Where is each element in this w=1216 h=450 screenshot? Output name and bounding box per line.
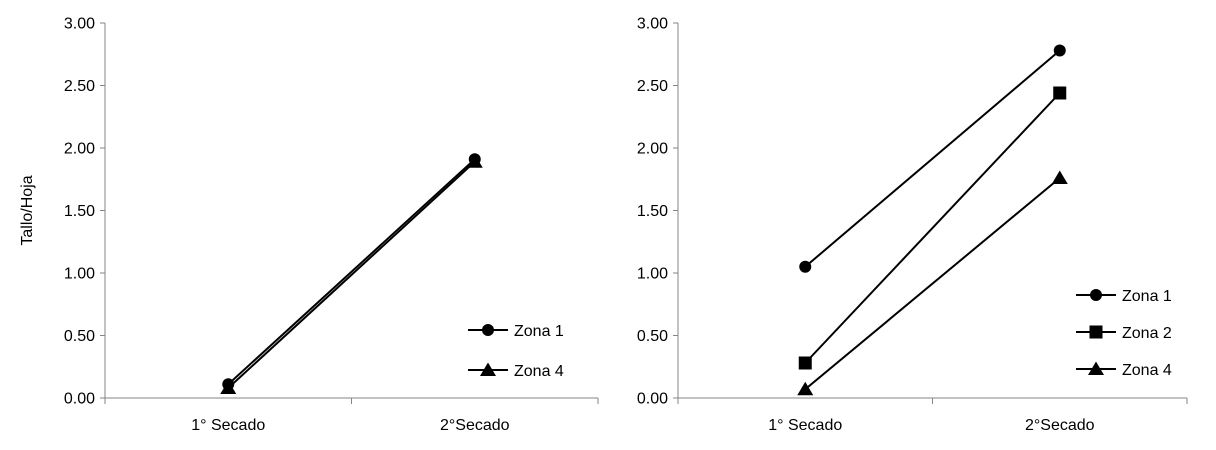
- data-point-triangle: [220, 380, 237, 394]
- series-line: [804, 92, 1061, 364]
- data-point-triangle: [466, 154, 483, 168]
- legend-entry: Zona 2: [1076, 325, 1172, 342]
- series-line: [804, 177, 1061, 391]
- y-tick-label: 2.00: [64, 141, 95, 158]
- legend-label: Zona 1: [1122, 288, 1172, 305]
- series-zona-2: [798, 86, 1067, 370]
- left-chart-panel: 0.00 0.50 1.00 1.50 2.00 2.50 3.00 1° Secado 2°S…: [19, 16, 599, 434]
- legend-label: Zona 1: [514, 323, 564, 340]
- right-chart-panel: 0.00 0.50 1.00 1.50 2.00 2.50 3.00 1° Secado 2°S…: [637, 16, 1188, 434]
- y-tick-label: 0.00: [637, 391, 668, 408]
- series-line: [804, 49, 1061, 268]
- y-tick-label: 3.00: [64, 16, 95, 33]
- legend-marker-triangle: [1088, 361, 1104, 375]
- data-point-circle: [1053, 44, 1066, 57]
- legend-marker-square: [1089, 325, 1103, 339]
- data-point-circle: [799, 260, 812, 273]
- series-line: [227, 161, 476, 389]
- legend-label: Zona 4: [1122, 362, 1172, 379]
- x-tick-label: 2°Secado: [440, 417, 510, 434]
- y-tick-label: 2.50: [64, 78, 95, 95]
- legend-marker-triangle: [480, 362, 496, 376]
- y-tick-label: 3.00: [637, 16, 668, 33]
- y-tick-label: 2.50: [637, 78, 668, 95]
- legend-entry: Zona 1: [468, 323, 564, 340]
- legend-label: Zona 2: [1122, 325, 1172, 342]
- y-tick-label: 0.50: [64, 328, 95, 345]
- y-tick-label: 2.00: [637, 141, 668, 158]
- y-tick-label: 1.00: [637, 266, 668, 283]
- series-zona-4: [797, 170, 1068, 396]
- y-tick-label: 0.50: [637, 328, 668, 345]
- data-point-triangle: [797, 381, 814, 396]
- y-axis-label: Tallo/Hoja: [19, 175, 36, 245]
- legend-marker-circle: [1090, 289, 1102, 301]
- x-tick-label: 2°Secado: [1025, 417, 1095, 434]
- y-tick-label: 1.50: [637, 203, 668, 220]
- legend-entry: Zona 1: [1076, 288, 1172, 305]
- legend-entry: Zona 4: [1076, 361, 1172, 379]
- legend-label: Zona 4: [514, 363, 564, 380]
- x-tick-label: 1° Secado: [191, 417, 265, 434]
- legend-entry: Zona 4: [468, 362, 564, 380]
- y-tick-label: 1.00: [64, 266, 95, 283]
- y-tick-label: 1.50: [64, 203, 95, 220]
- series-zona-1: [222, 153, 481, 391]
- x-tick-label: 1° Secado: [768, 417, 842, 434]
- data-point-triangle: [1051, 170, 1068, 184]
- series-zona-1: [799, 44, 1066, 273]
- series-zona-4: [220, 154, 483, 394]
- legend-marker-circle: [482, 324, 494, 336]
- series-line: [227, 158, 476, 385]
- data-point-square: [798, 356, 812, 370]
- data-point-square: [1053, 86, 1067, 100]
- y-tick-label: 0.00: [64, 391, 95, 408]
